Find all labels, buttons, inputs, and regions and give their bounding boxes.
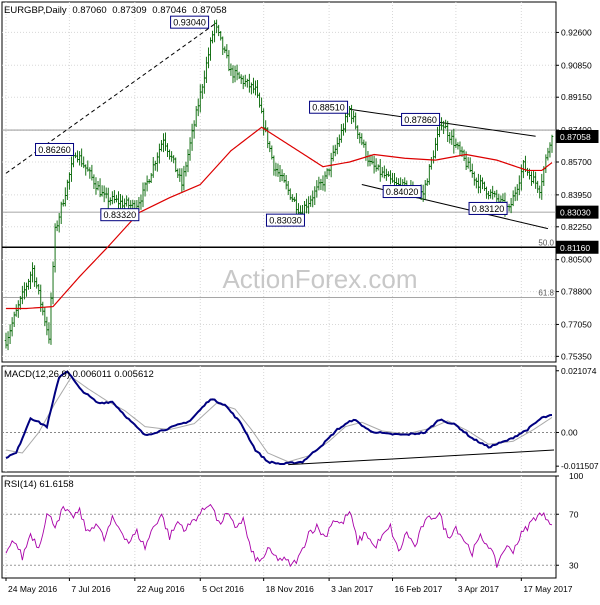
price-annotation-box — [309, 100, 349, 114]
price-panel-frame — [1, 1, 557, 363]
macd-panel-lines — [2, 370, 556, 466]
rsi-axis-label: 30 — [569, 560, 579, 570]
price-annotation-box — [468, 201, 508, 215]
rsi-line — [5, 503, 553, 568]
price-annotation-label: 0.83030 — [269, 216, 302, 226]
price-trendline — [349, 108, 536, 137]
macd-header: MACD(12,26,9) 0.006011 0.005612 — [4, 369, 154, 380]
current-price-label: 0.87058 — [560, 132, 591, 142]
time-axis-label: 16 Feb 2017 — [394, 584, 442, 594]
price-axis-label: 0.82250 — [561, 222, 592, 232]
time-axis-label: 7 Jul 2016 — [71, 584, 110, 594]
price-annotation-label: 0.83320 — [104, 210, 137, 220]
macd-axis-label: 0.00 — [561, 427, 578, 437]
rsi-panel-lines — [2, 503, 556, 568]
price-annotation-label: 0.84020 — [386, 187, 419, 197]
time-axis-label: 24 May 2016 — [8, 584, 57, 594]
price-axis-label: 0.85700 — [561, 157, 592, 167]
price-annotation-box — [382, 185, 422, 199]
time-axis-label: 22 Aug 2016 — [137, 584, 185, 594]
price-annotation-label: 0.86260 — [38, 145, 71, 155]
price-bars — [4, 19, 554, 351]
axis-labels: 0.75350 0.77050 0.78800 0.80500 0.82250 0.839… — [5, 27, 599, 594]
macd-panel-frame — [1, 365, 557, 473]
price-annotation-label: 0.87860 — [404, 115, 437, 125]
header-value-close: 0.87058 — [192, 5, 226, 16]
level-axis-label-box — [556, 205, 599, 219]
price-annotation-box — [401, 112, 441, 126]
timeframe-label: Daily — [46, 5, 67, 16]
moving-average — [6, 126, 553, 310]
fib-level-label: 50.0 — [538, 238, 554, 247]
time-axis-label: 18 Nov 2016 — [266, 584, 314, 594]
price-annotation-label: 0.88510 — [312, 103, 345, 113]
price-axis-label: 0.92600 — [561, 27, 592, 37]
time-axis-label: 17 May 2017 — [523, 584, 572, 594]
price-axis-label: 0.83950 — [561, 190, 592, 200]
moving-average-line — [6, 126, 553, 310]
price-annotation-label: 0.83120 — [472, 204, 505, 214]
price-axis-label: 0.78800 — [561, 287, 592, 297]
price-annotation-box — [100, 208, 140, 222]
ohlc-bar — [550, 134, 554, 153]
price-annotation-box — [35, 142, 75, 156]
macd-axis-label: -0.011507 — [561, 461, 599, 471]
symbol-label: EURGBP — [4, 5, 44, 16]
price-axis-label: 0.89150 — [561, 92, 592, 102]
header-value-open: 0.87060 — [72, 5, 106, 16]
rsi-axis-label: 100 — [569, 471, 583, 481]
price-axis-label: 0.90850 — [561, 60, 592, 70]
rsi-panel-frame — [1, 475, 557, 579]
watermark-text: ActionForex.com — [222, 264, 417, 294]
price-axis-label: 0.77050 — [561, 319, 592, 329]
macd-main-line — [5, 370, 553, 466]
macd-signal-line — [5, 376, 553, 463]
rsi-header: RSI(14) 61.6158 — [4, 479, 74, 490]
horizontal-levels: 50.0 61.8 — [2, 129, 556, 298]
macd-axis-label: 0.021074 — [561, 366, 597, 376]
panel-frames — [1, 1, 557, 579]
macd-trendline — [288, 449, 555, 466]
price-annotation-box — [265, 213, 305, 227]
price-axis-label: 0.75350 — [561, 351, 592, 361]
price-annotation-label: 0.93040 — [173, 18, 206, 28]
time-axis-label: 5 Oct 2016 — [202, 584, 244, 594]
level-axis-label-box — [556, 240, 599, 254]
price-axis-label: 0.80500 — [561, 255, 592, 265]
level-axis-label: 0.81160 — [560, 243, 590, 253]
rsi-axis-label: 70 — [569, 509, 579, 519]
price-annotations: 0.93040 0.86260 0.83320 0.83030 0.88510 0.878… — [35, 15, 508, 227]
time-axis-label: 3 Apr 2017 — [458, 584, 499, 594]
price-header-symbol: EURGBP,Daily 0.87060 0.87309 0.87046 0.8… — [4, 5, 227, 16]
time-axis-label: 3 Jan 2017 — [331, 584, 373, 594]
current-price-label-box — [556, 129, 599, 143]
level-axis-label: 0.83030 — [560, 208, 591, 218]
price-annotation-box — [170, 15, 210, 29]
header-value-high: 0.87309 — [112, 5, 146, 16]
fib-level-label: 61.8 — [538, 288, 554, 297]
header-value-low: 0.87046 — [152, 5, 186, 16]
